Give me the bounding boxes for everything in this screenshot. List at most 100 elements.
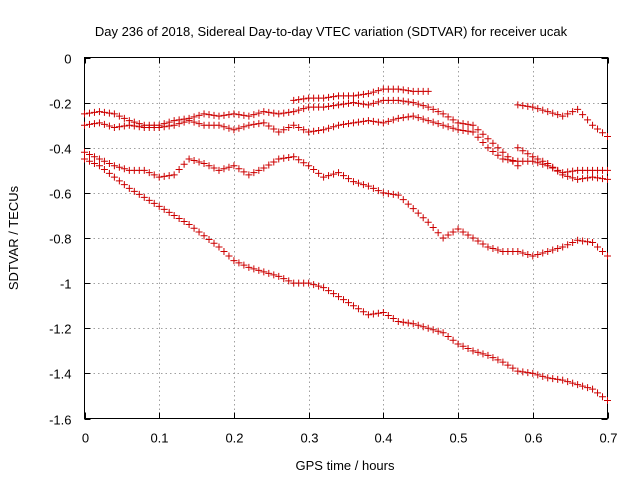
data-points: [81, 85, 611, 404]
data-point-series-3: [230, 126, 238, 134]
data-point-series-7: [589, 173, 597, 181]
data-point-series-2: [564, 241, 572, 249]
data-point-series-2: [315, 169, 323, 177]
data-point-series-2: [150, 171, 158, 179]
data-point-series-3: [220, 123, 228, 131]
data-point-series-1: [439, 329, 447, 337]
data-point-series-2: [185, 155, 193, 163]
data-point-series-3: [120, 122, 128, 130]
data-point-series-3: [225, 124, 233, 132]
chart-title: Day 236 of 2018, Sidereal Day-to-day VTE…: [95, 24, 568, 39]
data-point-series-2: [255, 166, 263, 174]
data-point-series-1: [444, 333, 452, 341]
data-point-series-4: [110, 110, 118, 118]
data-point-series-1: [414, 321, 422, 329]
data-point-series-4: [344, 99, 352, 107]
data-point-series-1: [230, 257, 238, 265]
data-point-series-2: [100, 157, 108, 165]
data-point-series-3: [85, 120, 93, 128]
data-point-series-4: [270, 109, 278, 117]
data-point-series-2: [285, 154, 293, 162]
data-point-series-5: [424, 87, 432, 95]
data-point-series-3: [364, 117, 372, 125]
data-point-series-3: [245, 121, 253, 129]
data-point-series-1: [175, 214, 183, 222]
data-point-series-2: [270, 158, 278, 166]
data-point-series-1: [494, 356, 502, 364]
data-point-series-2: [434, 229, 442, 237]
data-point-series-2: [155, 173, 163, 181]
data-point-series-1: [389, 314, 397, 322]
data-point-series-4: [130, 118, 138, 126]
data-point-series-1: [245, 263, 253, 271]
data-point-series-4: [449, 116, 457, 124]
data-point-series-3: [349, 119, 357, 127]
data-point-series-2: [409, 205, 417, 213]
data-point-series-2: [454, 225, 462, 233]
data-point-series-2: [230, 162, 238, 170]
data-point-series-6: [569, 108, 577, 116]
data-point-series-4: [90, 108, 98, 116]
data-point-series-4: [225, 111, 233, 119]
data-point-series-2: [295, 156, 303, 164]
data-point-series-4: [245, 112, 253, 120]
data-point-series-3: [81, 121, 88, 129]
data-point-series-7: [549, 163, 557, 171]
data-point-series-7: [584, 174, 592, 182]
data-point-series-4: [125, 117, 133, 125]
data-point-series-1: [534, 371, 542, 379]
data-point-series-1: [165, 208, 173, 216]
data-point-series-5: [295, 96, 303, 104]
data-point-series-1: [100, 166, 108, 174]
data-point-series-7: [579, 175, 587, 183]
data-point-series-4: [454, 119, 462, 127]
data-point-series-2: [145, 169, 153, 177]
data-point-series-2: [559, 243, 567, 251]
data-point-series-2: [569, 239, 577, 247]
data-point-series-3: [330, 123, 338, 131]
data-point-series-6: [554, 111, 562, 119]
data-point-series-1: [449, 336, 457, 344]
data-point-series-4: [349, 99, 357, 107]
x-axis-label: GPS time / hours: [296, 458, 395, 473]
data-point-series-2: [215, 166, 223, 174]
data-point-series-3: [479, 138, 487, 146]
data-point-series-7: [594, 174, 602, 182]
data-point-series-5: [325, 93, 333, 101]
data-point-series-4: [180, 115, 188, 123]
data-point-series-4: [509, 157, 517, 165]
data-point-series-6: [529, 103, 537, 111]
data-point-series-4: [185, 114, 193, 122]
data-point-series-5: [354, 91, 362, 99]
data-point-series-2: [394, 191, 402, 199]
data-point-series-4: [514, 162, 522, 170]
data-point-series-1: [519, 368, 527, 376]
data-point-series-1: [604, 396, 611, 404]
data-point-series-6: [539, 106, 547, 114]
data-point-series-1: [399, 318, 407, 326]
data-point-series-1: [514, 367, 522, 375]
data-point-series-1: [285, 277, 293, 285]
data-point-series-1: [265, 269, 273, 277]
data-point-series-2: [90, 153, 98, 161]
data-point-series-1: [155, 202, 163, 210]
data-point-series-3: [344, 120, 352, 128]
data-point-series-2: [429, 223, 437, 231]
data-point-series-4: [369, 99, 377, 107]
data-point-series-5: [320, 94, 328, 102]
data-point-series-7: [559, 171, 567, 179]
data-point-series-3: [404, 113, 412, 121]
y-tick-label: -1.6: [49, 413, 71, 428]
data-point-series-1: [325, 287, 333, 295]
data-point-series-2: [374, 187, 382, 195]
data-point-series-4: [414, 100, 422, 108]
data-point-series-6: [564, 110, 572, 118]
data-point-series-3: [265, 122, 273, 130]
data-point-series-6: [549, 109, 557, 117]
data-point-series-1: [499, 358, 507, 366]
x-tick-label: 0.1: [150, 431, 168, 446]
data-point-series-2: [165, 172, 173, 180]
data-point-series-1: [479, 350, 487, 358]
data-point-series-4: [290, 108, 298, 116]
data-point-series-2: [81, 148, 88, 156]
